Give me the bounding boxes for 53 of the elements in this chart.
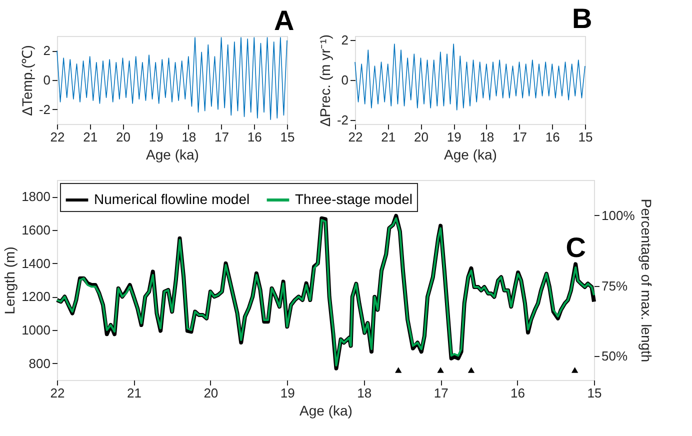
x-tick-label: 22 — [50, 386, 65, 400]
line-series — [354, 44, 586, 110]
y-tick-label: 1600 — [22, 222, 50, 238]
x-tick-label: 21 — [381, 130, 396, 144]
x-tick-label: 16 — [545, 130, 560, 144]
x-tick-label: 20 — [204, 386, 218, 400]
chart-title: A — [274, 5, 294, 36]
x-tick-label: 20 — [414, 130, 428, 144]
x-tick-label: 21 — [126, 386, 142, 400]
x-axis-title: Age (ka) — [444, 146, 497, 162]
y2-tick-label: 100% — [602, 208, 636, 223]
y-tick-label: -2 — [38, 102, 50, 117]
annotation: C — [566, 232, 586, 263]
line-series — [56, 37, 288, 120]
x-tick-label: 16 — [247, 130, 262, 144]
x-tick-label: 17 — [434, 386, 448, 400]
x-tick-label: 19 — [280, 386, 295, 400]
y2-tick-label: 50% — [602, 348, 628, 364]
y-axis-title: ΔPrec. (m yr⁻¹) — [316, 34, 333, 127]
x-tick-label: 16 — [510, 386, 526, 400]
y-tick-label: 0 — [43, 72, 50, 88]
y-tick-label: 1800 — [22, 189, 50, 204]
x-tick-label: 18 — [357, 386, 372, 400]
x-tick-label: 22 — [348, 130, 363, 144]
x-tick-label: 21 — [83, 130, 98, 144]
y-tick-label: -2 — [336, 112, 348, 128]
x-tick-label: 18 — [480, 130, 494, 144]
chart-title: B — [572, 2, 592, 34]
x-axis-title: Age (ka) — [300, 402, 352, 418]
y-tick-label: 0 — [341, 72, 348, 88]
legend-label: Three-stage model — [295, 191, 413, 207]
x-tick-label: 15 — [280, 130, 295, 144]
y-tick-label: 1200 — [22, 289, 50, 304]
x-tick-label: 17 — [214, 130, 230, 144]
x-tick-label: 15 — [578, 130, 593, 144]
y2-tick-label: 75% — [602, 278, 628, 294]
y-tick-label: 1000 — [22, 322, 50, 338]
y-tick-label: 2 — [341, 32, 348, 48]
x-tick-label: 18 — [182, 130, 196, 144]
x-tick-label: 19 — [148, 130, 164, 144]
x-tick-label: 20 — [116, 130, 130, 144]
y-axis-title: Length (m) — [2, 246, 18, 314]
x-tick-label: 17 — [512, 130, 528, 144]
y-tick-label: 2 — [43, 43, 50, 58]
x-tick-label: 15 — [587, 386, 602, 400]
legend-label: Numerical flowline model — [94, 191, 250, 207]
y-tick-label: 1400 — [22, 256, 50, 271]
y2-axis-title: Percentage of max. length — [638, 198, 655, 362]
x-axis-title: Age (ka) — [146, 146, 199, 162]
y-axis-title: ΔTemp.(℃) — [18, 45, 35, 116]
y-tick-label: 800 — [28, 356, 50, 371]
x-tick-label: 22 — [50, 130, 65, 144]
x-tick-label: 19 — [446, 130, 462, 144]
